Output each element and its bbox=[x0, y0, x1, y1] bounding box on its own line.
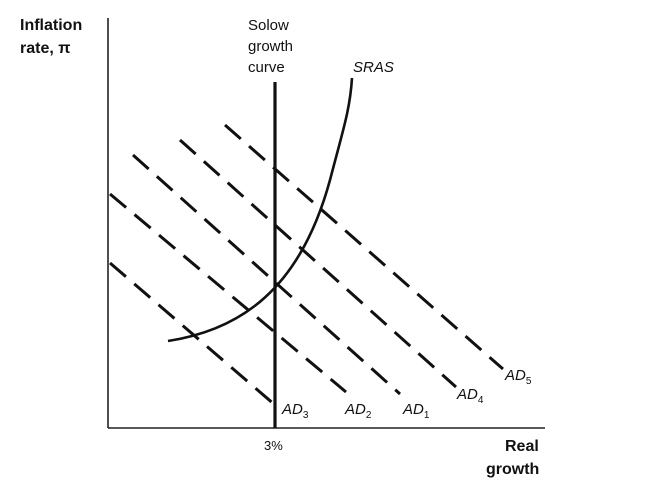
ad2-curve bbox=[109, 192, 347, 394]
x-axis-title-line2: growth bbox=[486, 461, 539, 478]
x-axis-title-line1: Real bbox=[505, 438, 539, 455]
ad-curves bbox=[109, 123, 504, 407]
ad4-label: AD4 bbox=[456, 386, 484, 406]
sras-label: SRAS bbox=[353, 59, 394, 76]
x-tick-3pct: 3% bbox=[264, 438, 283, 453]
ad1-label: AD1 bbox=[402, 401, 430, 421]
ad5-curve bbox=[224, 123, 504, 371]
ad4-curve bbox=[178, 138, 458, 389]
sras-curve bbox=[167, 77, 354, 343]
solow-label-line2: growth bbox=[248, 38, 293, 55]
solow-label-line1: Solow bbox=[248, 17, 289, 34]
y-axis-title-line2: rate, π bbox=[20, 40, 71, 57]
ad5-label: AD5 bbox=[504, 367, 532, 387]
y-axis-title-line1: Inflation bbox=[20, 17, 82, 34]
ad3-label: AD3 bbox=[281, 401, 309, 421]
ad2-label: AD2 bbox=[344, 401, 372, 421]
ad1-curve bbox=[131, 153, 402, 396]
solow-label-line3: curve bbox=[248, 59, 285, 76]
ad3-curve bbox=[109, 261, 276, 407]
